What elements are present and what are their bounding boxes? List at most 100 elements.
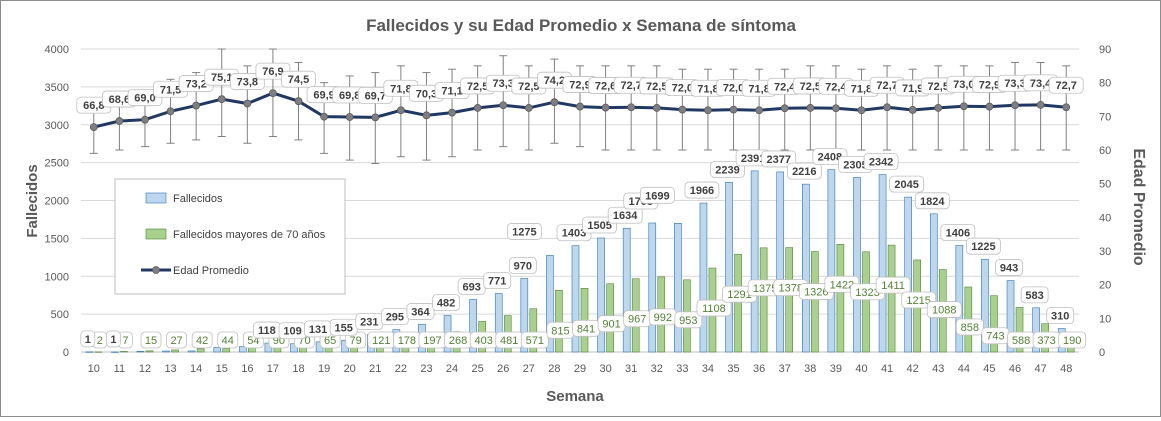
mayores-70-label: 841 bbox=[577, 323, 595, 335]
edad-promedio-label: 72,9 bbox=[569, 80, 590, 92]
edad-promedio-label: 72,7 bbox=[876, 80, 897, 92]
bar-fallecidos bbox=[699, 202, 708, 353]
mayores-70-label: 1108 bbox=[702, 303, 726, 315]
mayores-70-label: 992 bbox=[654, 312, 672, 324]
edad-promedio-label: 69,8 bbox=[339, 90, 360, 102]
fallecidos-label-box bbox=[940, 224, 976, 241]
edad-promedio-label: 68,6 bbox=[109, 94, 130, 106]
x-tick-label: 20 bbox=[344, 363, 356, 375]
edad-promedio-marker bbox=[678, 105, 687, 114]
mayores-70-label-box bbox=[926, 301, 962, 318]
edad-promedio-label: 71,5 bbox=[160, 84, 181, 96]
fallecidos-label-box bbox=[80, 330, 96, 348]
x-tick-label: 48 bbox=[1060, 363, 1072, 375]
mayores-70-label: 1291 bbox=[727, 289, 751, 301]
fallecidos-label: 2305 bbox=[843, 159, 867, 171]
bar-fallecidos bbox=[239, 346, 247, 353]
bar-fallecidos bbox=[187, 350, 196, 353]
x-tick-label: 34 bbox=[702, 363, 714, 375]
edad-promedio-label: 75,1 bbox=[211, 72, 232, 84]
bar-mayores-70 bbox=[120, 351, 128, 353]
edad-promedio-marker bbox=[89, 123, 98, 132]
edad-promedio-label: 72,5 bbox=[800, 81, 821, 93]
y2-tick-label: 80 bbox=[1099, 78, 1111, 90]
y-tick-label: 3500 bbox=[45, 82, 69, 94]
edad-promedio-marker bbox=[729, 105, 738, 114]
mayores-70-label-box bbox=[217, 331, 239, 349]
mayores-70-label: 967 bbox=[628, 314, 646, 326]
legend-swatch-mayores-70 bbox=[145, 228, 167, 240]
x-tick-label: 32 bbox=[651, 363, 663, 375]
fallecidos-label: 295 bbox=[386, 312, 404, 324]
edad-promedio-marker bbox=[396, 106, 405, 115]
x-tick-label: 40 bbox=[855, 363, 867, 375]
edad-promedio-marker bbox=[831, 104, 840, 113]
mayores-70-label-box bbox=[1058, 331, 1087, 349]
fallecidos-label: 1275 bbox=[512, 226, 536, 238]
bar-mayores-70 bbox=[145, 350, 154, 353]
x-axis-title: Semana bbox=[546, 388, 604, 405]
edad-promedio-label: 72,5 bbox=[518, 81, 539, 93]
x-tick-label: 21 bbox=[369, 363, 381, 375]
edad-promedio-marker bbox=[601, 103, 610, 112]
bar-fallecidos bbox=[725, 182, 733, 353]
edad-promedio-marker bbox=[652, 104, 661, 112]
bar-fallecidos bbox=[520, 278, 529, 353]
edad-promedio-label: 69,7 bbox=[365, 90, 386, 102]
edad-promedio-label: 73,8 bbox=[237, 77, 258, 89]
bar-mayores-70 bbox=[196, 348, 205, 353]
edad-promedio-marker bbox=[217, 95, 226, 104]
y2-tick-label: 0 bbox=[1099, 347, 1105, 359]
bar-fallecidos bbox=[904, 196, 912, 353]
x-tick-label: 39 bbox=[830, 363, 842, 375]
bar-fallecidos bbox=[162, 350, 170, 353]
fallecidos-label-box bbox=[966, 237, 1001, 255]
edad-promedio-marker bbox=[550, 98, 559, 107]
edad-promedio-marker bbox=[371, 113, 380, 122]
mayores-70-label: 481 bbox=[500, 335, 518, 347]
bar-mayores-70 bbox=[785, 247, 794, 353]
fallecidos-label: 2342 bbox=[869, 157, 893, 169]
fallecidos-label: 1403 bbox=[562, 228, 586, 240]
y-tick-label: 4000 bbox=[45, 44, 69, 56]
mayores-70-label-box bbox=[166, 331, 187, 349]
x-tick-label: 30 bbox=[599, 363, 611, 375]
chart-title: Fallecidos y su Edad Promedio x Semana d… bbox=[366, 16, 796, 35]
bar-fallecidos bbox=[853, 177, 861, 353]
x-tick-label: 35 bbox=[727, 363, 739, 375]
edad-promedio-label-box bbox=[229, 73, 265, 90]
fallecidos-label: 583 bbox=[1025, 290, 1043, 302]
edad-promedio-label: 72,4 bbox=[825, 81, 847, 93]
edad-promedio-label: 76,9 bbox=[262, 66, 283, 78]
bar-fallecidos bbox=[802, 183, 810, 353]
edad-promedio-marker bbox=[345, 113, 354, 121]
mayores-70-label: 44 bbox=[222, 335, 234, 347]
edad-promedio-label: 72,9 bbox=[979, 80, 1000, 92]
mayores-70-label: 1088 bbox=[932, 305, 956, 317]
fallecidos-label: 1 bbox=[85, 334, 91, 346]
legend-entry: Edad Promedio bbox=[173, 265, 249, 277]
edad-promedio-label: 70,3 bbox=[416, 88, 437, 100]
mayores-70-label: 901 bbox=[602, 319, 620, 331]
fallecidos-label: 1824 bbox=[920, 196, 945, 208]
mayores-70-label: 1323 bbox=[855, 287, 879, 299]
y2-tick-label: 70 bbox=[1099, 111, 1111, 123]
mayores-70-label: 1378 bbox=[778, 283, 802, 295]
edad-promedio-marker bbox=[166, 107, 175, 116]
edad-promedio-label-box bbox=[1048, 76, 1084, 94]
fallecidos-label-box bbox=[710, 160, 745, 178]
fallecidos-label: 771 bbox=[488, 276, 506, 288]
fallecidos-label: 1634 bbox=[613, 210, 638, 222]
y-tick-label: 3000 bbox=[45, 120, 69, 132]
edad-promedio-marker bbox=[473, 104, 482, 112]
edad-promedio-marker bbox=[959, 102, 968, 111]
edad-promedio-marker bbox=[448, 108, 456, 117]
edad-promedio-marker bbox=[704, 106, 712, 115]
edad-promedio-label: 74,2 bbox=[544, 75, 565, 87]
x-tick-label: 33 bbox=[676, 363, 688, 375]
mayores-70-label: 403 bbox=[474, 335, 492, 347]
edad-promedio-label: 73,3 bbox=[1004, 78, 1025, 90]
mayores-70-label: 42 bbox=[196, 335, 208, 347]
bar-fallecidos bbox=[469, 299, 477, 353]
